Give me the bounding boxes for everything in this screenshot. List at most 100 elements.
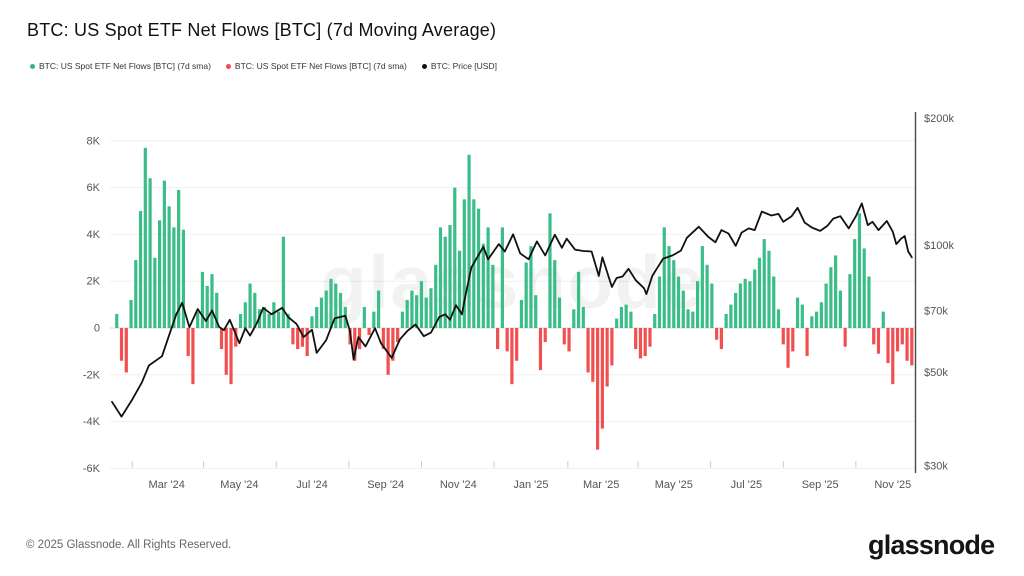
flow-bar[interactable] — [148, 178, 152, 328]
legend-item-etf-inflows[interactable]: BTC: US Spot ETF Net Flows [BTC] (7d sma… — [30, 61, 211, 71]
flow-bar[interactable] — [158, 220, 162, 328]
flow-bar[interactable] — [277, 311, 281, 328]
flow-bar[interactable] — [529, 246, 533, 328]
flow-bar[interactable] — [319, 297, 324, 328]
flow-bar[interactable] — [848, 274, 852, 328]
flow-bar[interactable] — [305, 328, 309, 357]
flow-bar[interactable] — [377, 290, 381, 328]
flow-bar[interactable] — [567, 328, 571, 352]
flow-bar[interactable] — [910, 328, 914, 366]
flow-bar[interactable] — [805, 328, 809, 357]
flow-bar[interactable] — [648, 328, 652, 347]
flow-bar[interactable] — [900, 328, 904, 345]
flow-bar[interactable] — [419, 281, 424, 328]
flow-bar[interactable] — [724, 313, 728, 328]
flow-bar[interactable] — [334, 283, 338, 328]
flow-bar[interactable] — [491, 264, 495, 328]
flow-bar[interactable] — [834, 255, 838, 328]
flow-bar[interactable] — [438, 227, 443, 328]
flow-bar[interactable] — [791, 328, 795, 352]
flow-bar[interactable] — [767, 250, 771, 328]
flow-bar[interactable] — [119, 328, 124, 361]
flow-bar[interactable] — [886, 328, 890, 364]
flow-bar[interactable] — [667, 246, 671, 328]
flow-bar[interactable] — [243, 302, 247, 328]
flow-bar[interactable] — [810, 316, 814, 328]
flow-bar[interactable] — [262, 306, 266, 328]
flow-bar[interactable] — [215, 292, 219, 328]
flow-bar[interactable] — [172, 227, 176, 328]
flow-bar[interactable] — [876, 328, 881, 354]
flow-bar[interactable] — [738, 283, 743, 328]
flow-bar[interactable] — [286, 313, 290, 328]
flow-bar[interactable] — [162, 180, 166, 328]
flow-bar[interactable] — [734, 292, 738, 328]
flow-bar[interactable] — [134, 260, 138, 328]
flow-bar[interactable] — [515, 328, 519, 361]
flow-bar[interactable] — [829, 267, 833, 328]
flow-bar[interactable] — [572, 309, 576, 328]
flow-bar[interactable] — [500, 227, 504, 328]
flow-bar[interactable] — [496, 328, 500, 350]
flow-bar[interactable] — [672, 260, 676, 328]
flow-bar[interactable] — [857, 213, 862, 328]
flow-bar[interactable] — [695, 281, 700, 328]
flow-bar[interactable] — [434, 264, 438, 328]
flow-bar[interactable] — [353, 328, 357, 361]
flow-bar[interactable] — [224, 328, 228, 375]
flow-bar[interactable] — [538, 328, 543, 371]
flow-bar[interactable] — [624, 304, 628, 328]
flow-bar[interactable] — [634, 328, 638, 350]
flow-bar[interactable] — [181, 229, 186, 328]
flow-bar[interactable] — [543, 328, 547, 343]
flow-bar[interactable] — [576, 271, 581, 328]
flow-bar[interactable] — [324, 290, 328, 328]
flow-bar[interactable] — [772, 276, 776, 328]
flow-bar[interactable] — [310, 316, 314, 328]
flow-bar[interactable] — [272, 302, 276, 328]
flow-bar[interactable] — [800, 304, 804, 328]
flow-bar[interactable] — [362, 306, 366, 328]
flow-bar[interactable] — [705, 264, 709, 328]
flow-bar[interactable] — [167, 206, 171, 328]
flow-bar[interactable] — [124, 328, 128, 373]
flow-bar[interactable] — [838, 290, 842, 328]
flow-bar[interactable] — [129, 299, 133, 328]
flow-bar[interactable] — [510, 328, 514, 385]
flow-bar[interactable] — [762, 239, 766, 328]
flow-bar[interactable] — [296, 328, 300, 350]
flow-bar[interactable] — [534, 295, 538, 328]
flow-bar[interactable] — [891, 328, 895, 385]
flow-bar[interactable] — [238, 313, 243, 328]
flow-bar[interactable] — [853, 239, 857, 328]
flow-bar[interactable] — [462, 199, 466, 328]
flow-bar[interactable] — [338, 292, 343, 328]
flow-bar[interactable] — [234, 328, 238, 347]
flow-bar[interactable] — [867, 276, 871, 328]
flow-bar[interactable] — [591, 328, 595, 382]
flow-bar[interactable] — [115, 313, 119, 328]
flow-bar[interactable] — [638, 328, 643, 359]
flow-bar[interactable] — [248, 283, 252, 328]
flow-bar[interactable] — [367, 328, 371, 336]
flow-bar[interactable] — [519, 299, 524, 328]
flow-bar[interactable] — [748, 281, 752, 328]
flow-bar[interactable] — [429, 288, 433, 328]
flow-bar[interactable] — [300, 328, 305, 347]
flow-bar[interactable] — [662, 227, 666, 328]
flow-bar[interactable] — [200, 271, 205, 328]
flow-bar[interactable] — [524, 262, 528, 328]
flow-bar[interactable] — [596, 328, 600, 450]
glassnode-logo[interactable]: glassnode — [868, 530, 995, 560]
flow-bar[interactable] — [881, 311, 885, 328]
flow-bar[interactable] — [753, 269, 757, 329]
flow-bar[interactable] — [481, 243, 485, 328]
flow-bar[interactable] — [715, 328, 719, 340]
flow-bar[interactable] — [872, 328, 876, 345]
price-line[interactable] — [111, 202, 913, 418]
flow-bar[interactable] — [486, 227, 490, 328]
flow-bar[interactable] — [196, 311, 200, 328]
flow-bar[interactable] — [719, 328, 723, 350]
flow-bar[interactable] — [186, 328, 190, 357]
flow-bar[interactable] — [267, 313, 271, 328]
